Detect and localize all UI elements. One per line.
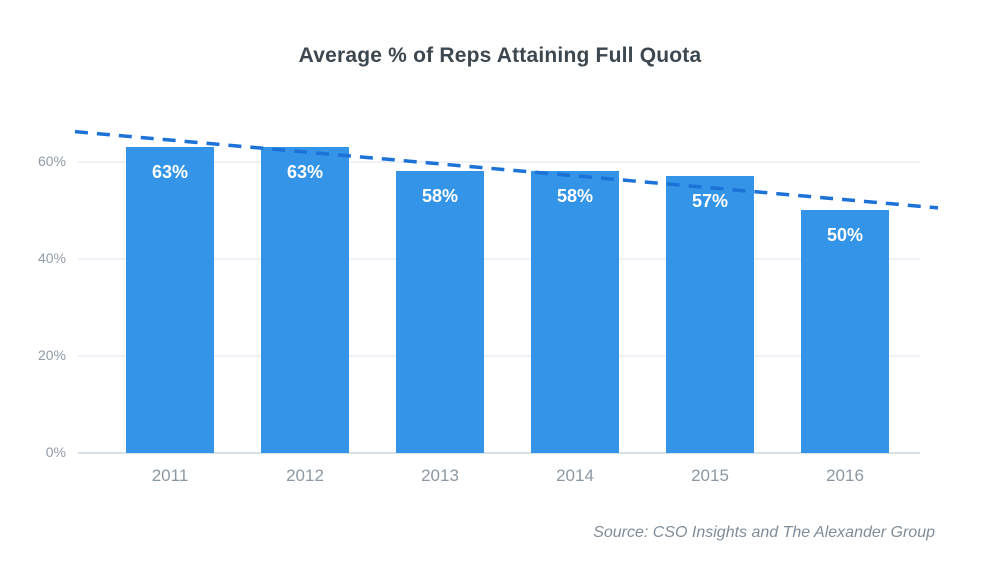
y-axis-tick-label: 0% (45, 444, 66, 460)
x-axis-tick-label: 2013 (421, 466, 459, 485)
plot-area: 63% 63% 58% 58% 57% 50% (78, 100, 920, 454)
bar-2011: 63% (126, 147, 214, 453)
bar-2014: 58% (531, 171, 619, 453)
bar-value-label: 58% (421, 186, 459, 207)
x-axis-tick-label: 2012 (286, 466, 324, 485)
y-axis-tick-label: 20% (37, 346, 66, 363)
chart-title: Average % of Reps Attaining Full Quota (298, 44, 702, 67)
y-axis-tick-label: 60% (37, 152, 66, 169)
bar-value-label: 50% (826, 225, 864, 246)
x-axis-tick-label: 2016 (826, 466, 864, 485)
bar-2015: 57% (666, 176, 754, 453)
bar-2013: 58% (396, 171, 484, 453)
bar-2012: 63% (261, 147, 349, 453)
bar-value-label: 58% (556, 186, 594, 207)
source-caption: Source: CSO Insights and The Alexander G… (593, 524, 935, 541)
gridline (78, 257, 920, 260)
bar-value-label: 63% (286, 162, 324, 183)
y-axis-tick-label: 40% (37, 249, 66, 266)
x-axis-tick-label: 2014 (556, 466, 594, 485)
bar-2016: 50% (801, 210, 889, 453)
x-axis-baseline (78, 452, 920, 454)
bar-value-label: 57% (691, 191, 729, 212)
x-axis-tick-label: 2011 (151, 466, 189, 485)
x-axis-tick-label: 2015 (691, 466, 729, 485)
bar-value-label: 63% (151, 162, 189, 183)
gridline (78, 354, 920, 357)
